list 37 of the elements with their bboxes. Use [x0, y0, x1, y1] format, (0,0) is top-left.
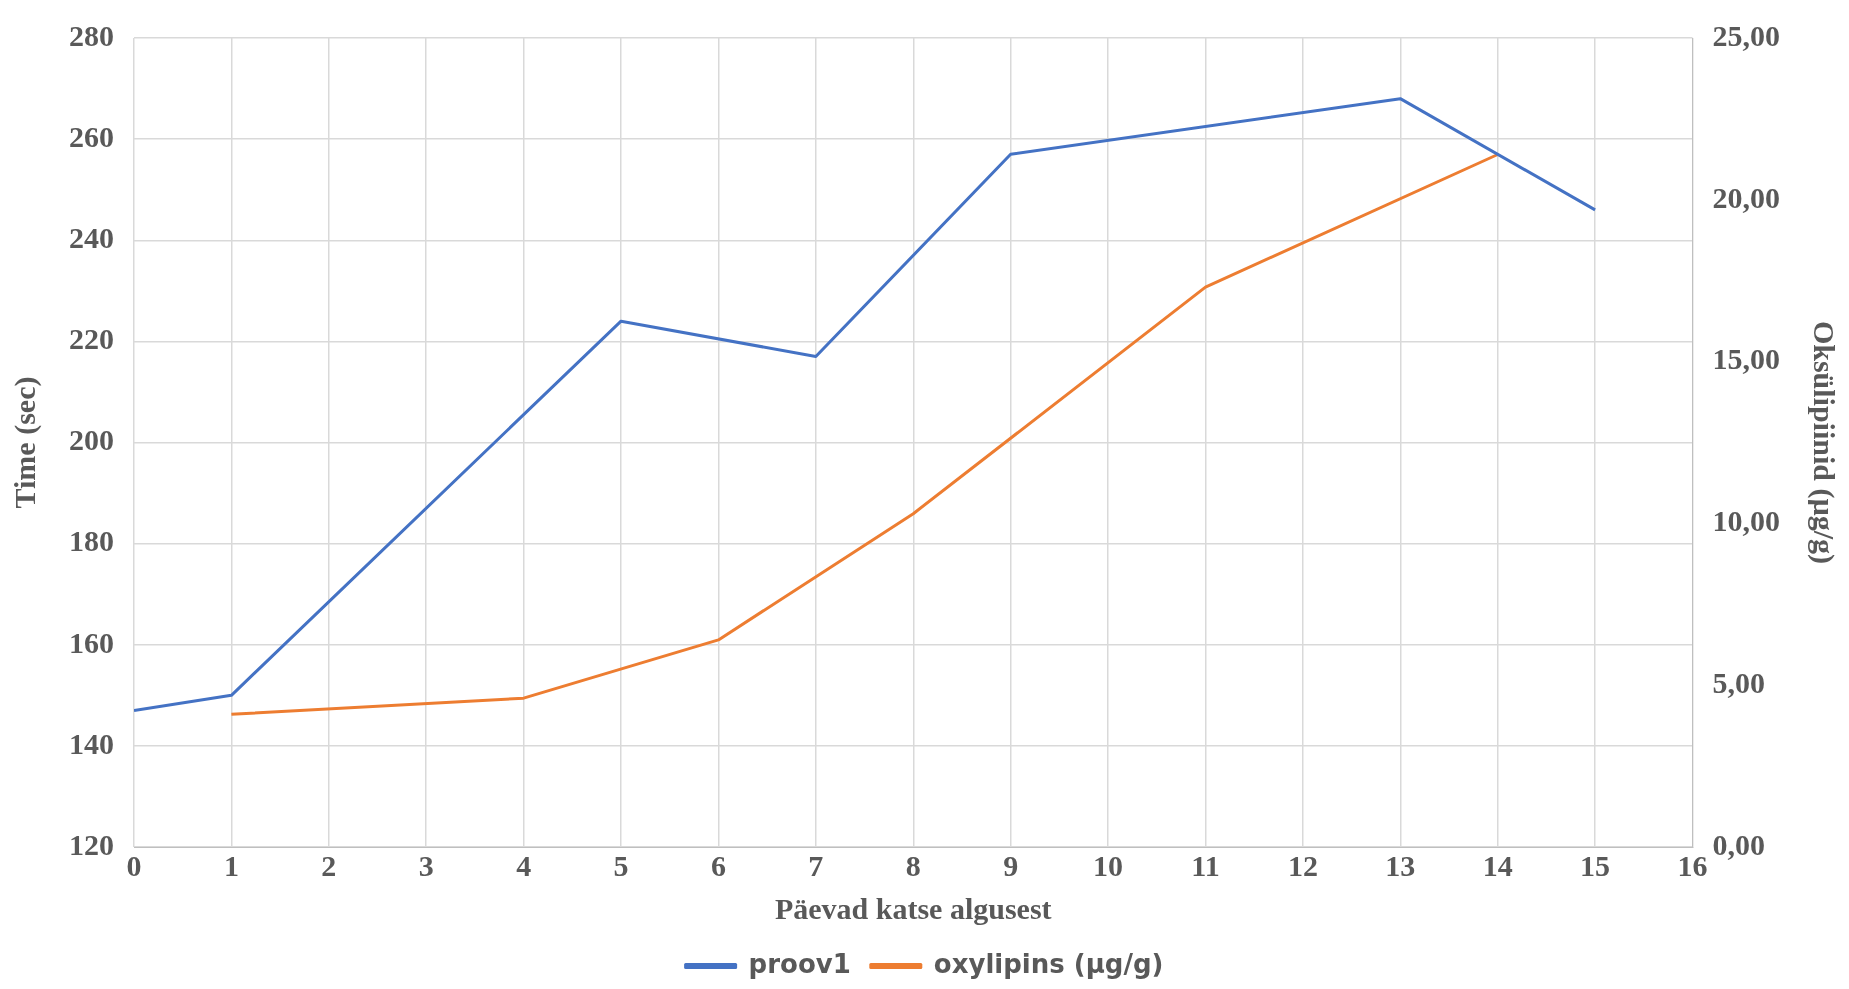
x-tick-label: 10	[1093, 848, 1124, 882]
y2-tick-label: 20,00	[1712, 180, 1780, 214]
x-tick-label: 0	[126, 848, 142, 882]
x-tick-label: 4	[516, 848, 532, 882]
x-tick-label: 12	[1287, 848, 1318, 882]
y-tick-label: 240	[69, 221, 114, 254]
x-tick-label: 14	[1482, 848, 1513, 882]
y-axis-title: Time (sec)	[7, 376, 42, 509]
x-axis-title: Päevad katse algusest	[774, 891, 1052, 925]
legend-label: oxylipins (µg/g)	[933, 948, 1164, 979]
y2-tick-label: 25,00	[1712, 18, 1780, 52]
y-tick-label: 200	[69, 423, 114, 457]
y2-tick-label: 10,00	[1712, 504, 1780, 538]
y-tick-label: 140	[69, 726, 114, 760]
y2-axis-title: Oksülipiinid (µg/g)	[1807, 320, 1842, 565]
legend-label: proov1	[748, 948, 851, 979]
y2-tick-label: 5,00	[1712, 665, 1765, 699]
x-tick-label: 13	[1385, 848, 1416, 882]
x-tick-label: 8	[905, 848, 921, 882]
x-tick-label: 7	[808, 848, 824, 882]
y-tick-label: 260	[69, 119, 114, 153]
y-tick-label: 280	[69, 18, 114, 52]
x-tick-label: 11	[1191, 848, 1220, 882]
x-tick-label: 5	[613, 848, 629, 882]
x-tick-label: 9	[1003, 848, 1019, 882]
x-tick-label: 3	[418, 848, 434, 882]
y2-tick-label: 0,00	[1712, 827, 1765, 861]
x-tick-label: 1	[223, 848, 239, 882]
y-tick-label: 220	[69, 322, 114, 356]
x-tick-label: 15	[1580, 848, 1611, 882]
y2-tick-label: 15,00	[1712, 342, 1780, 376]
y-tick-label: 120	[69, 827, 114, 861]
x-tick-label: 6	[710, 848, 726, 882]
y-tick-label: 180	[69, 524, 114, 558]
y-tick-label: 160	[69, 625, 114, 659]
x-tick-label: 16	[1677, 848, 1708, 882]
x-tick-label: 2	[321, 848, 337, 882]
